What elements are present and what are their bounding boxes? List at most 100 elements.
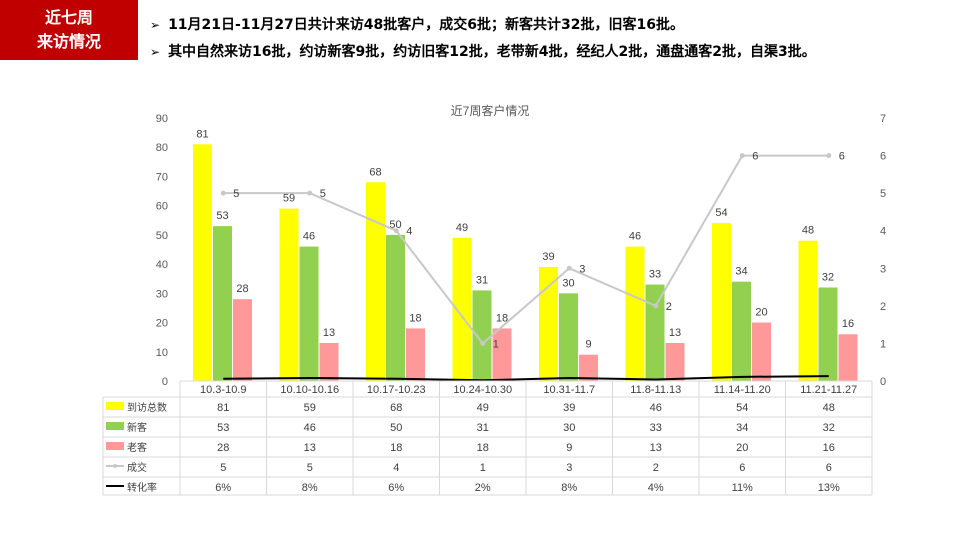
table-cell: 16 xyxy=(823,442,835,454)
table-cell: 30 xyxy=(563,422,575,434)
line-成交 xyxy=(223,154,829,345)
point-label: 6 xyxy=(752,151,758,163)
bullet-2: ➢ 其中自然来访16批，约访新客9批，约访旧客12批，老带新4批，经纪人2批，通盘… xyxy=(150,41,816,61)
table-cell: 48 xyxy=(823,402,835,414)
bar-label: 48 xyxy=(802,225,814,237)
section-badge: 近七周 来访情况 xyxy=(0,0,138,60)
table-cell: 1 xyxy=(480,462,486,474)
legend-label: 到访总数 xyxy=(127,401,167,414)
bar-老客 xyxy=(752,322,771,381)
point-成交 xyxy=(307,190,313,196)
bar-到访总数 xyxy=(712,223,731,381)
table-cell: 18 xyxy=(390,442,402,454)
bar-label: 18 xyxy=(409,312,421,324)
table-cell: 8% xyxy=(302,482,318,494)
table-cell: 68 xyxy=(390,402,402,414)
category-label: 10.17-10.23 xyxy=(367,384,426,396)
y-tick-label: 0 xyxy=(162,376,168,388)
table-cell: 28 xyxy=(217,442,229,454)
table-cell: 32 xyxy=(823,422,835,434)
bar-label: 81 xyxy=(196,128,208,140)
table-cell: 50 xyxy=(390,422,402,434)
point-成交 xyxy=(480,340,486,346)
bar-label: 46 xyxy=(629,231,641,243)
point-label: 4 xyxy=(406,226,412,238)
bar-老客 xyxy=(838,334,858,381)
point-成交 xyxy=(826,153,832,159)
bar-label: 49 xyxy=(456,222,468,234)
bar-label: 68 xyxy=(369,166,381,178)
bar-新客 xyxy=(559,293,578,381)
table-cell: 2% xyxy=(475,482,491,494)
table-cell: 5 xyxy=(220,462,226,474)
bar-老客 xyxy=(579,354,598,381)
y-tick-label: 80 xyxy=(156,142,168,154)
y-tick-label: 10 xyxy=(156,347,168,359)
table-cell: 13 xyxy=(304,442,316,454)
chart-title: 近7周客户情况 xyxy=(451,103,530,118)
category-label: 11.14-11.20 xyxy=(714,384,771,396)
bar-老客 xyxy=(319,343,339,381)
bar-label: 9 xyxy=(585,339,591,351)
bar-到访总数 xyxy=(452,237,472,381)
bar-label: 50 xyxy=(389,219,401,231)
bar-新客 xyxy=(818,287,838,381)
y-tick-label: 50 xyxy=(156,230,168,242)
point-label: 5 xyxy=(320,188,326,200)
table-cell: 6 xyxy=(739,462,745,474)
table-cell: 81 xyxy=(217,402,229,414)
arrow-icon: ➢ xyxy=(150,45,161,59)
bar-到访总数 xyxy=(193,144,212,381)
bar-新客 xyxy=(386,234,405,381)
bar-老客 xyxy=(665,343,685,381)
bullet-text: 11月21日-11月27日共计来访48批客户，成交6批；新客共计32批，旧客16… xyxy=(168,17,684,33)
bar-label: 13 xyxy=(323,327,335,339)
table-cell: 54 xyxy=(736,402,748,414)
bar-新客 xyxy=(732,281,751,381)
y-tick-label: 40 xyxy=(156,259,168,271)
legend-key xyxy=(113,464,117,468)
bar-label: 32 xyxy=(822,271,834,283)
bar-老客 xyxy=(492,328,512,381)
bar-label: 39 xyxy=(542,251,554,263)
legend-label: 老客 xyxy=(127,441,147,454)
bar-label: 13 xyxy=(669,327,681,339)
table-cell: 53 xyxy=(217,422,229,434)
table-cell: 33 xyxy=(650,422,662,434)
y2-tick-label: 4 xyxy=(880,226,886,238)
point-label: 2 xyxy=(666,301,672,313)
table-cell: 6 xyxy=(826,462,832,474)
table-cell: 4% xyxy=(648,482,664,494)
y-tick-label: 60 xyxy=(156,201,168,213)
bar-label: 54 xyxy=(715,207,727,219)
bullet-text: 其中自然来访16批，约访新客9批，约访旧客12批，老带新4批，经纪人2批，通盘通… xyxy=(168,44,816,60)
y2-tick-label: 0 xyxy=(880,376,886,388)
table-cell: 2 xyxy=(653,462,659,474)
bar-label: 20 xyxy=(755,307,767,319)
y-tick-label: 30 xyxy=(156,288,168,300)
point-成交 xyxy=(220,190,226,196)
category-label: 10.31-11.7 xyxy=(543,384,595,396)
point-成交 xyxy=(393,228,399,234)
bar-label: 33 xyxy=(649,269,661,281)
bar-label: 31 xyxy=(476,274,488,286)
legend-label: 新客 xyxy=(127,421,147,434)
legend-key xyxy=(106,442,124,450)
table-cell: 39 xyxy=(563,402,575,414)
arrow-icon: ➢ xyxy=(150,18,161,32)
point-label: 5 xyxy=(233,188,239,200)
bar-新客 xyxy=(213,226,232,381)
point-label: 3 xyxy=(579,263,585,275)
category-label: 10.3-10.9 xyxy=(200,384,246,396)
table-cell: 20 xyxy=(736,442,748,454)
point-成交 xyxy=(739,153,745,159)
table-cell: 8% xyxy=(561,482,577,494)
table-cell: 46 xyxy=(650,402,662,414)
table-cell: 13% xyxy=(818,482,840,494)
category-label: 11.21-11.27 xyxy=(800,384,857,396)
table-cell: 46 xyxy=(304,422,316,434)
bar-label: 28 xyxy=(236,283,248,295)
table-cell: 9 xyxy=(566,442,572,454)
table-cell: 3 xyxy=(566,462,572,474)
